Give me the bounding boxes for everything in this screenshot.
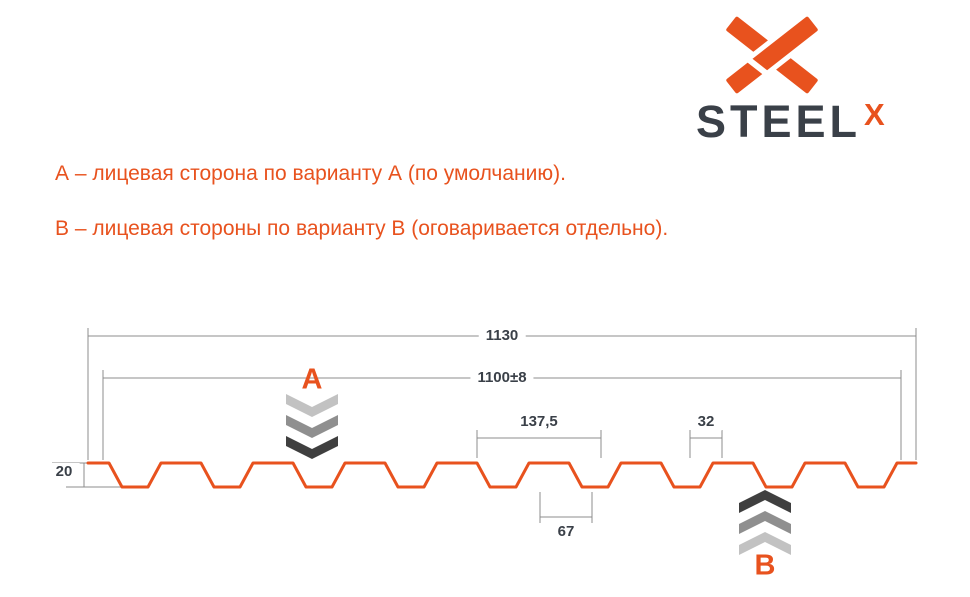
marker-variant-b: В: [754, 549, 776, 582]
logo-x-mark-icon: [722, 12, 822, 98]
logo-arm-slash: [726, 16, 818, 94]
dim-working-width: 1100±8: [470, 369, 534, 387]
dimension-lines: [52, 328, 917, 523]
note-variant-b: В – лицевая стороны по варианту В (огова…: [55, 217, 669, 240]
dim-profile-height: 20: [48, 463, 80, 481]
dim-pitch: 137,5: [513, 413, 565, 431]
marker-variant-a: А: [301, 363, 323, 396]
logo-segment-gap: [722, 29, 811, 98]
dim-rib-top: 32: [690, 413, 722, 431]
variant-b-arrows-icon: [739, 490, 791, 555]
profile-outline: [86, 461, 918, 489]
logo-x-letter: X: [864, 97, 885, 132]
variant-a-arrows-icon: [286, 394, 338, 459]
logo-brand-text: STEEL: [696, 96, 862, 147]
logo: STEEL X: [696, 99, 885, 144]
dim-overall-width: 1130: [478, 327, 526, 345]
dim-rib-bottom: 67: [550, 523, 582, 541]
note-variant-a: А – лицевая сторона по варианту А (по ум…: [55, 162, 566, 185]
